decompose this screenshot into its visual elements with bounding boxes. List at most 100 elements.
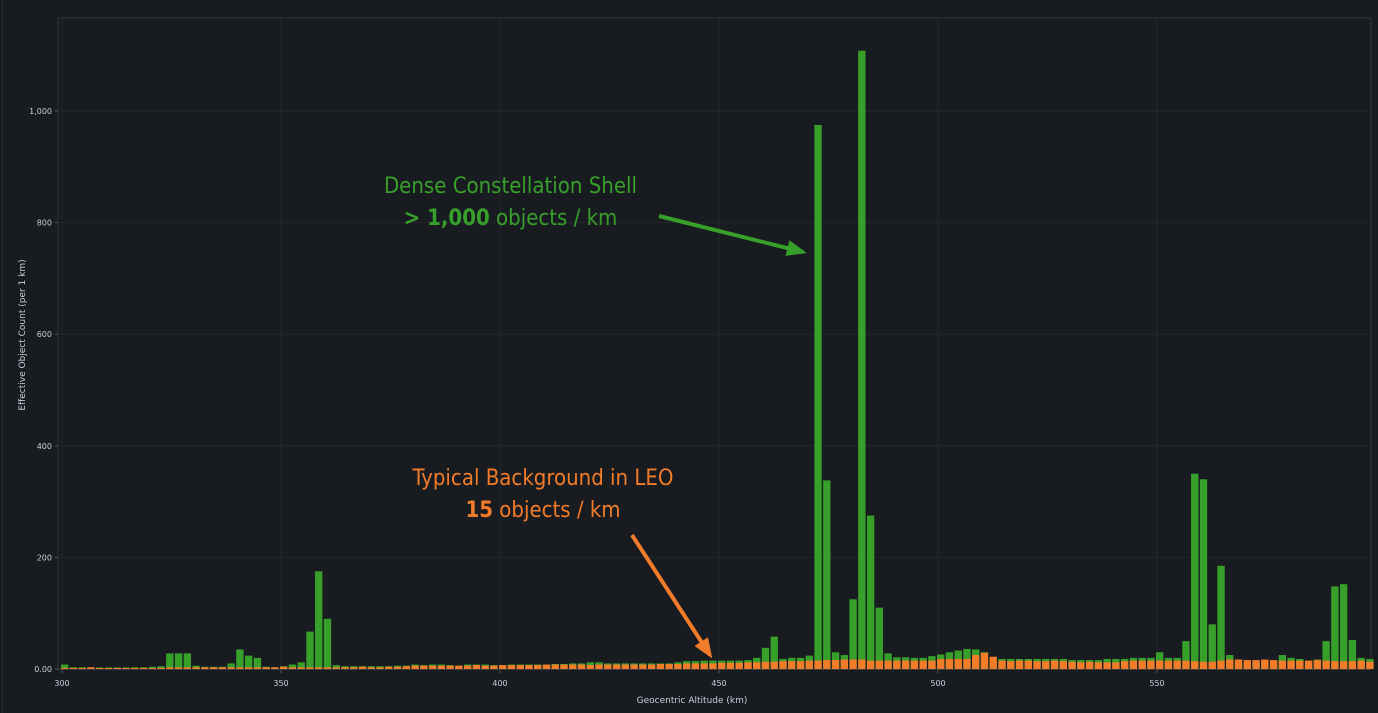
bar-background: [586, 665, 594, 669]
bar-background: [761, 661, 770, 669]
bar-background: [1199, 661, 1208, 669]
bar-background: [840, 659, 848, 669]
bar-background: [1304, 660, 1313, 669]
bar-background: [280, 666, 288, 669]
bar-constellation: [1182, 641, 1190, 669]
bar-background: [954, 658, 962, 669]
x-tick-label: 500: [930, 679, 945, 688]
bar-background: [271, 667, 279, 669]
bar-background: [788, 661, 796, 669]
bar-background: [332, 667, 340, 669]
bar-background: [1147, 660, 1155, 669]
bar-background: [770, 661, 778, 669]
bar-background: [183, 667, 191, 669]
bar-background: [1164, 660, 1173, 669]
bar-background: [945, 658, 954, 669]
bar-background: [1094, 662, 1103, 669]
bar-background: [542, 664, 551, 669]
bar-background: [69, 667, 78, 669]
bar-background: [96, 668, 104, 669]
bar-constellation: [823, 480, 831, 669]
bar-background: [244, 667, 253, 669]
bar-background: [604, 664, 612, 669]
bar-constellation: [1208, 624, 1216, 669]
bar-background: [1103, 662, 1111, 669]
bar-background: [437, 665, 446, 669]
bar-background: [665, 663, 673, 669]
bar-background: [928, 660, 936, 669]
bar-background: [166, 667, 174, 669]
bar-constellation: [315, 571, 323, 669]
bar-background: [1366, 661, 1374, 669]
bar-constellation: [306, 631, 314, 669]
bar-background: [1182, 660, 1190, 669]
bar-background: [385, 666, 393, 669]
y-tick-label: 800: [37, 219, 52, 228]
bar-background: [1191, 661, 1199, 669]
bar-background: [1348, 661, 1357, 669]
bar-background: [1339, 661, 1348, 669]
bar-constellation: [770, 636, 778, 669]
bar-background: [323, 667, 332, 669]
bar-constellation: [875, 607, 884, 669]
bar-background: [709, 663, 717, 669]
bar-constellation: [761, 647, 770, 669]
bar-background: [148, 668, 156, 669]
bar-background: [1331, 661, 1339, 669]
bar-background: [157, 667, 165, 669]
x-tick-label: 450: [711, 679, 726, 688]
bar-background: [534, 665, 542, 669]
bar-background: [201, 667, 209, 669]
bar-background: [455, 665, 463, 669]
bar-background: [350, 667, 358, 669]
bar-background: [595, 664, 603, 669]
bar-background: [1129, 660, 1138, 669]
bar-background: [358, 666, 367, 669]
bar-background: [113, 668, 121, 669]
bar-background: [1234, 659, 1243, 669]
bar-background: [490, 665, 498, 669]
bar-background: [1287, 660, 1295, 669]
x-tick-label: 550: [1149, 679, 1164, 688]
bar-constellation: [157, 666, 165, 669]
bar-constellation: [166, 653, 174, 669]
bar-background: [376, 667, 384, 669]
bar-background: [1357, 660, 1365, 669]
bar-background: [726, 662, 735, 669]
bar-constellation: [148, 666, 156, 669]
bar-background: [831, 660, 840, 669]
bar-background: [551, 664, 559, 669]
bar-background: [420, 665, 428, 669]
bar-background: [682, 663, 691, 669]
bar-chart: 0.00 200 400 600 800 1,000 300 350 400 450 500 550: [29, 17, 1374, 688]
bar-background: [1313, 660, 1322, 669]
bar-background: [525, 665, 533, 669]
constellation-annotation: Dense Constellation Shell > 1,000 object…: [383, 174, 638, 231]
bar-background: [367, 667, 375, 669]
bar-background: [428, 665, 437, 669]
bar-constellation: [1331, 586, 1339, 669]
bar-constellation: [866, 515, 875, 669]
bar-background: [1015, 660, 1024, 669]
bar-background: [1261, 659, 1269, 669]
bar-constellation: [288, 664, 297, 669]
bar-background: [122, 668, 130, 669]
bar-background: [1269, 660, 1278, 669]
bar-background: [656, 663, 665, 669]
bar-constellation: [253, 657, 262, 669]
bar-background: [1085, 661, 1094, 669]
bar-background: [1208, 661, 1216, 669]
bar-background: [472, 665, 481, 669]
bar-background: [253, 667, 262, 669]
bar-background: [989, 656, 997, 669]
bar-background: [875, 660, 884, 669]
bar-background: [1322, 660, 1330, 669]
bar-background: [1226, 659, 1234, 669]
bar-background: [972, 655, 980, 669]
bar-constellation: [174, 653, 183, 669]
bar-background: [1077, 662, 1085, 669]
bar-background: [744, 662, 752, 669]
y-tick-label: 0.00: [34, 665, 52, 674]
bar-constellation: [323, 618, 332, 669]
x-tick-label: 350: [273, 679, 288, 688]
